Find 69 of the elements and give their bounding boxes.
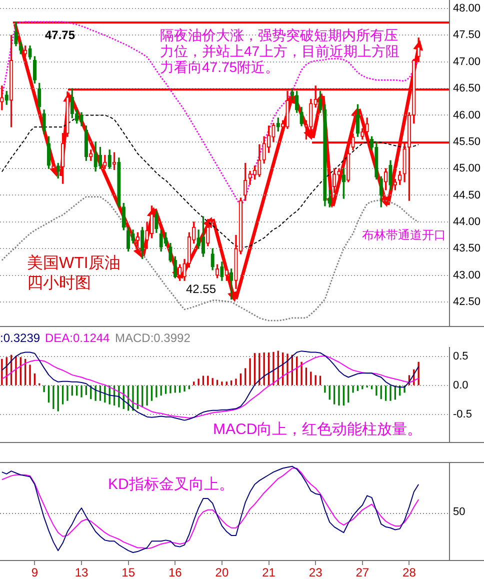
candlestick xyxy=(300,106,304,126)
text: :0.3239 xyxy=(0,331,40,345)
candlestick xyxy=(150,206,154,238)
y-tick-label: 47.00 xyxy=(453,56,481,68)
candlestick xyxy=(365,118,369,137)
candlestick xyxy=(210,248,214,270)
candlestick xyxy=(416,38,420,62)
annotation: 布林带通道开口 xyxy=(362,228,446,242)
y-tick-label: 44.50 xyxy=(453,189,481,202)
y-tick-label: 43.50 xyxy=(453,242,481,255)
candlestick xyxy=(220,262,224,281)
x-tick-label: 23 xyxy=(308,566,323,579)
line-series xyxy=(1,114,420,248)
candlestick xyxy=(38,82,42,110)
candlestick xyxy=(108,150,112,169)
candlestick xyxy=(332,168,336,193)
y-tick-label: 44.00 xyxy=(453,216,481,228)
text: 50 xyxy=(453,506,466,519)
y-tick-label: 45.50 xyxy=(453,136,481,148)
y-tick-label: 48.00 xyxy=(453,2,481,15)
x-tick-label: 13 xyxy=(74,566,88,579)
y-tick-label: 46.50 xyxy=(453,82,481,95)
candlestick xyxy=(140,226,144,260)
annotation: MACD向上，红色动能柱放量。 xyxy=(213,421,422,439)
x-tick-label: 28 xyxy=(402,566,416,579)
candlestick xyxy=(28,46,32,60)
y-tick-label: -0.5 xyxy=(453,408,472,421)
y-tick-label: 47.50 xyxy=(453,29,481,42)
x-tick-label: 27 xyxy=(356,566,370,579)
candlestick xyxy=(276,118,280,132)
candlestick xyxy=(154,210,158,233)
annotation: 隔夜油价大涨，强势突破短期内所有压力位，并站上47上方，目前近期上方阻力看向47.75附近。 xyxy=(160,27,401,75)
candlestick xyxy=(9,34,14,128)
annotation: 美国WTI原油 xyxy=(27,254,120,273)
candlestick xyxy=(206,218,210,246)
x-tick-label: 15 xyxy=(122,566,136,579)
x-tick-label: 9 xyxy=(31,566,38,579)
candlestick xyxy=(32,56,37,84)
annotation: 四小时图 xyxy=(27,274,91,293)
candlestick xyxy=(244,162,248,201)
y-tick-label: 43.00 xyxy=(453,269,481,282)
annotation: 42.55 xyxy=(186,282,216,296)
candlestick xyxy=(42,110,46,134)
x-tick-label: 16 xyxy=(168,566,182,579)
candlestick xyxy=(14,22,18,46)
candlestick xyxy=(136,232,140,246)
candlestick xyxy=(295,90,299,113)
candlestick xyxy=(117,158,121,208)
ref-line-label: 47.75 xyxy=(45,28,76,42)
y-tick-label: 0.5 xyxy=(453,350,468,362)
y-tick-label: 0.0 xyxy=(453,379,468,392)
line-series xyxy=(1,21,420,207)
candlestick xyxy=(18,41,22,54)
candlestick xyxy=(388,160,392,190)
candlestick xyxy=(60,133,65,184)
candlestick xyxy=(126,226,130,252)
candlestick xyxy=(393,178,397,190)
x-tick-label: 21 xyxy=(262,566,276,579)
candlestick xyxy=(122,202,126,230)
text: MACD:0.3992 xyxy=(115,331,190,345)
x-tick-label: 20 xyxy=(215,566,229,579)
y-tick-label: 42.50 xyxy=(453,296,481,308)
line-series xyxy=(1,196,420,322)
annotation: KD指标金叉向上。 xyxy=(108,476,234,494)
candlestick xyxy=(46,136,51,169)
y-tick-label: 45.00 xyxy=(453,162,481,175)
text: DEA:0.1244 xyxy=(45,331,110,345)
candlestick xyxy=(290,88,294,100)
y-tick-label: 46.00 xyxy=(453,109,481,122)
